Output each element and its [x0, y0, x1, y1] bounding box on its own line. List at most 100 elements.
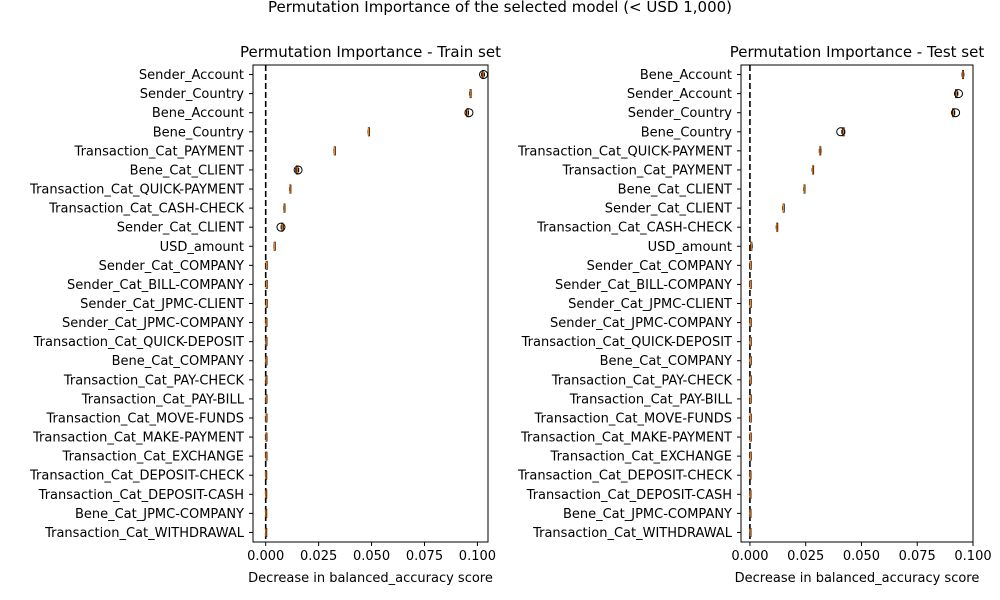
y-tick-label: Transaction_Cat_PAYMENT	[562, 163, 732, 178]
box-17	[265, 394, 268, 404]
x-tick-label: 0.100	[459, 549, 496, 564]
box-12	[749, 299, 752, 308]
x-tick-label: 0.100	[954, 549, 991, 564]
y-tick-label: Sender_Cat_JPMC-COMPANY	[550, 316, 732, 331]
figure-suptitle: Permutation Importance of the selected m…	[268, 0, 732, 16]
box-3	[367, 127, 370, 137]
box-13	[749, 318, 752, 328]
y-tick-label: Transaction_Cat_MOVE-FUNDS	[45, 411, 244, 426]
box-23	[264, 508, 268, 518]
box-2	[464, 108, 474, 118]
y-tick-label: Transaction_Cat_EXCHANGE	[550, 450, 732, 465]
box-16	[265, 375, 268, 385]
y-tick-label: Transaction_Cat_PAY-BILL	[81, 392, 245, 407]
box-8	[775, 222, 779, 232]
box-4	[818, 146, 822, 156]
y-tick-label: Transaction_Cat_QUICK-DEPOSIT	[33, 335, 244, 350]
box-14	[749, 337, 752, 347]
y-tick-label: Transaction_Cat_DEPOSIT-CHECK	[517, 469, 732, 484]
chart-panel-2: Permutation Importance - Test set Decreas…	[517, 43, 992, 586]
x-tick-label: 0.025	[300, 549, 337, 564]
y-tick-label: Sender_Cat_CLIENT	[117, 221, 244, 236]
box-9	[273, 241, 276, 251]
box-15	[749, 356, 752, 366]
box-1	[469, 89, 472, 99]
box-9	[749, 241, 753, 251]
chart-panel-1: Permutation Importance - Train set Decrea…	[29, 43, 501, 586]
box-18	[265, 413, 268, 423]
y-tick-label: Transaction_Cat_QUICK-DEPOSIT	[521, 335, 732, 350]
y-tick-label: Transaction_Cat_DEPOSIT-CASH	[38, 488, 244, 503]
box-22	[749, 489, 752, 499]
box-6	[289, 184, 292, 194]
y-tick-label: Bene_Cat_CLIENT	[618, 183, 732, 198]
box-20	[265, 451, 268, 461]
axes-frame	[740, 64, 974, 543]
y-tick-label: Transaction_Cat_PAY-CHECK	[551, 373, 733, 388]
y-tick-label: Sender_Cat_COMPANY	[99, 259, 244, 274]
y-tick-label: Sender_Country	[140, 87, 245, 102]
y-tick-label: Bene_Country	[153, 125, 245, 140]
y-tick-label: Transaction_Cat_CASH-CHECK	[536, 221, 732, 236]
y-tick-label: Bene_Cat_JPMC-COMPANY	[75, 507, 244, 522]
box-4	[333, 146, 336, 156]
y-tick-label: Transaction_Cat_MOVE-FUNDS	[533, 411, 732, 426]
y-tick-label: Transaction_Cat_DEPOSIT-CHECK	[29, 469, 244, 484]
y-tick-label: Transaction_Cat_PAY-BILL	[569, 392, 733, 407]
x-tick-label: 0.000	[731, 549, 768, 564]
box-outlier	[954, 89, 963, 99]
box-outlier	[464, 108, 474, 118]
x-axis-label: Decrease in balanced_accuracy score	[248, 571, 493, 586]
box-0	[479, 70, 489, 80]
y-tick-label: Transaction_Cat_MAKE-PAYMENT	[32, 431, 244, 446]
y-tick-label: USD_amount	[648, 240, 732, 255]
y-tick-label: Transaction_Cat_EXCHANGE	[62, 450, 244, 465]
box-7	[283, 203, 286, 213]
y-tick-label: Sender_Country	[628, 106, 733, 121]
box-20	[749, 451, 752, 461]
box-24	[749, 527, 752, 537]
box-5	[811, 165, 815, 175]
y-tick-label: Sender_Cat_JPMC-COMPANY	[62, 316, 244, 331]
box-21	[749, 470, 752, 480]
box-6	[803, 184, 806, 194]
box-10	[749, 260, 752, 270]
y-tick-label: Bene_Cat_JPMC-COMPANY	[563, 507, 732, 522]
x-tick-label: 0.050	[353, 549, 390, 564]
y-tick-label: Transaction_Cat_DEPOSIT-CASH	[526, 488, 732, 503]
y-tick-label: USD_amount	[160, 240, 244, 255]
y-tick-label: Bene_Cat_CLIENT	[130, 163, 244, 178]
y-tick-label: Transaction_Cat_CASH-CHECK	[48, 202, 244, 217]
chart-panels: Permutation Importance - Train set Decrea…	[29, 43, 992, 586]
panel-title: Permutation Importance - Test set	[730, 43, 985, 61]
box-7	[782, 203, 785, 213]
box-21	[264, 470, 268, 480]
y-tick-label: Bene_Account	[152, 106, 244, 121]
box-18	[749, 413, 752, 423]
box-2	[951, 108, 961, 118]
x-tick-label: 0.075	[899, 549, 936, 564]
y-tick-label: Transaction_Cat_QUICK-PAYMENT	[29, 183, 244, 198]
box-17	[749, 394, 752, 404]
box-8	[276, 222, 286, 232]
y-tick-label: Bene_Country	[641, 125, 733, 140]
y-tick-label: Sender_Cat_CLIENT	[605, 202, 732, 217]
box-1	[954, 89, 963, 99]
y-tick-label: Sender_Account	[139, 68, 244, 83]
y-tick-label: Transaction_Cat_MAKE-PAYMENT	[520, 431, 732, 446]
x-tick-label: 0.000	[247, 549, 284, 564]
box-22	[264, 489, 268, 499]
panel-title: Permutation Importance - Train set	[240, 43, 501, 61]
box-outlier	[951, 108, 961, 118]
axes-frame	[252, 64, 489, 543]
x-axis-label: Decrease in balanced_accuracy score	[735, 571, 980, 586]
box-outlier	[293, 165, 303, 175]
box-11	[265, 279, 268, 289]
box-19	[265, 432, 268, 442]
box-24	[264, 527, 268, 537]
y-tick-label: Bene_Cat_COMPANY	[600, 354, 732, 369]
y-tick-label: Sender_Cat_JPMC-CLIENT	[80, 297, 244, 312]
y-tick-label: Transaction_Cat_QUICK-PAYMENT	[517, 144, 732, 159]
y-tick-label: Sender_Cat_BILL-COMPANY	[555, 278, 732, 293]
